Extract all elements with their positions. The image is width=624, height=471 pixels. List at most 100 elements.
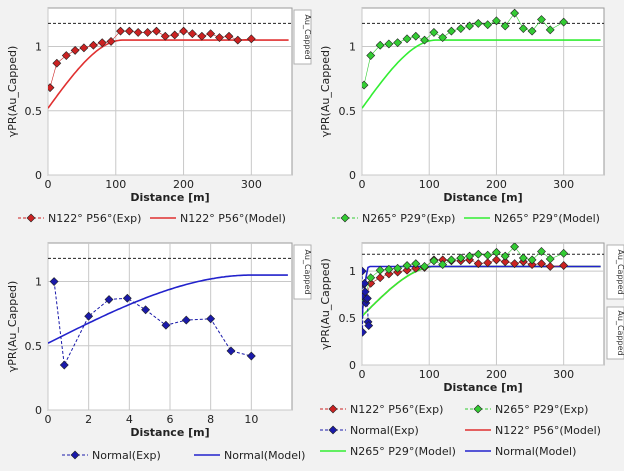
y-tick-label: 1: [349, 265, 356, 278]
data-point: [364, 321, 374, 331]
data-point: [52, 58, 62, 68]
data-point: [559, 248, 569, 258]
data-point: [492, 247, 501, 257]
data-point: [362, 287, 370, 297]
legend-label: Normal(Model): [495, 445, 576, 458]
data-point: [224, 31, 234, 41]
x-tick-label: 200: [173, 178, 194, 191]
data-point: [70, 45, 80, 55]
chart-panel-1: 0 100 200 300 0 0.5 1 Distance [m] γPR(Au_Capped…: [0, 0, 312, 233]
legend-label: N265° P29°(Model): [494, 212, 600, 225]
legend-label: N122° P56°(Model): [180, 212, 286, 225]
legend-swatch-marker: [473, 404, 483, 414]
legend-item[interactable]: N122° P56°(Model): [465, 424, 601, 437]
data-point: [122, 293, 132, 303]
x-tick-label: 100: [105, 178, 126, 191]
y-tick-label: 0.5: [25, 105, 43, 118]
legend-label: N122° P56°(Exp): [350, 403, 443, 416]
data-point: [527, 255, 537, 265]
side-tab[interactable]: [606, 306, 624, 360]
y-tick-label: 1: [349, 41, 356, 54]
data-point: [375, 273, 385, 283]
legend-item[interactable]: N265° P29°(Model): [464, 212, 600, 225]
plot-content: [362, 243, 601, 337]
data-point: [152, 26, 161, 36]
data-point: [473, 259, 483, 269]
data-point: [49, 277, 59, 286]
data-point: [116, 26, 125, 36]
data-point: [500, 257, 510, 267]
data-point: [420, 35, 429, 45]
data-point: [362, 278, 370, 288]
data-point: [84, 311, 94, 321]
data-point: [545, 25, 555, 35]
x-tick-label: 0: [359, 178, 366, 191]
data-point: [446, 255, 456, 265]
legend-item[interactable]: N122° P56°(Exp): [18, 212, 141, 225]
x-axis-label: Distance [m]: [443, 191, 522, 204]
data-point: [375, 40, 385, 50]
data-point: [527, 26, 537, 36]
data-point: [510, 259, 520, 269]
data-point: [510, 243, 520, 252]
legend-item[interactable]: Normal(Exp): [62, 449, 161, 462]
legend-label: N265° P29°(Exp): [495, 403, 588, 416]
data-point: [384, 39, 394, 49]
chart-panel-3: 0 2 4 6 8 10 0 0.5 1 Distance [m] γPR(Au_Capped) Au…: [0, 236, 312, 471]
x-axis-label: Distance [m]: [443, 381, 522, 394]
plot-area: [47, 7, 293, 176]
legend-item[interactable]: Normal(Model): [465, 445, 576, 458]
data-point: [446, 26, 456, 36]
data-point: [246, 34, 256, 44]
legend-label: N122° P56°(Model): [495, 424, 601, 437]
x-tick-label: 0: [45, 413, 52, 426]
data-point: [456, 24, 466, 33]
side-tab-label: Au_Capped: [303, 14, 312, 59]
data-point: [465, 21, 474, 31]
legend-item[interactable]: Normal(Exp): [320, 424, 419, 437]
legend-item[interactable]: N265° P29°(Model): [320, 445, 456, 458]
data-point: [559, 261, 569, 270]
y-tick-label: 0.5: [25, 340, 43, 353]
y-axis-label: γPR(Au_Capped): [319, 258, 332, 350]
data-point: [366, 273, 376, 283]
data-point: [88, 40, 98, 50]
legend-item[interactable]: N122° P56°(Model): [150, 212, 286, 225]
data-point: [438, 33, 448, 42]
data-point: [411, 263, 421, 273]
side-tab[interactable]: [293, 9, 312, 65]
legend-label: Normal(Exp): [350, 424, 419, 437]
y-axis-label: γPR(Au_Capped): [6, 46, 19, 138]
data-point: [411, 259, 421, 269]
data-point: [366, 278, 376, 288]
data-point: [124, 26, 134, 36]
y-axis-label: γPR(Au_Capped): [319, 46, 332, 138]
legend-label: N265° P29°(Exp): [362, 212, 455, 225]
x-axis-label: Distance [m]: [130, 426, 209, 439]
data-point: [483, 250, 493, 260]
legend-swatch-marker: [328, 425, 338, 435]
data-point: [483, 20, 493, 30]
data-point: [384, 269, 394, 279]
data-point: [393, 263, 403, 273]
legend-item[interactable]: N265° P29°(Exp): [332, 212, 455, 225]
x-tick-label: 6: [167, 413, 174, 426]
data-point: [106, 36, 116, 46]
x-tick-label: 10: [244, 413, 258, 426]
y-tick-label: 0.5: [339, 312, 357, 325]
side-tab[interactable]: [293, 244, 312, 300]
data-point: [456, 253, 466, 263]
model-curve: [362, 39, 601, 109]
side-tab[interactable]: [606, 244, 624, 300]
data-point: [545, 262, 555, 271]
legend-item[interactable]: N122° P56°(Exp): [320, 403, 443, 416]
legend-item[interactable]: Normal(Model): [194, 449, 305, 462]
legend-label: N265° P29°(Model): [350, 445, 456, 458]
data-point: [429, 27, 439, 37]
legend-item[interactable]: N265° P29°(Exp): [465, 403, 588, 416]
data-point: [527, 260, 537, 270]
y-tick-label: 0: [35, 169, 42, 182]
x-tick-label: 8: [207, 413, 214, 426]
data-point: [384, 264, 394, 274]
